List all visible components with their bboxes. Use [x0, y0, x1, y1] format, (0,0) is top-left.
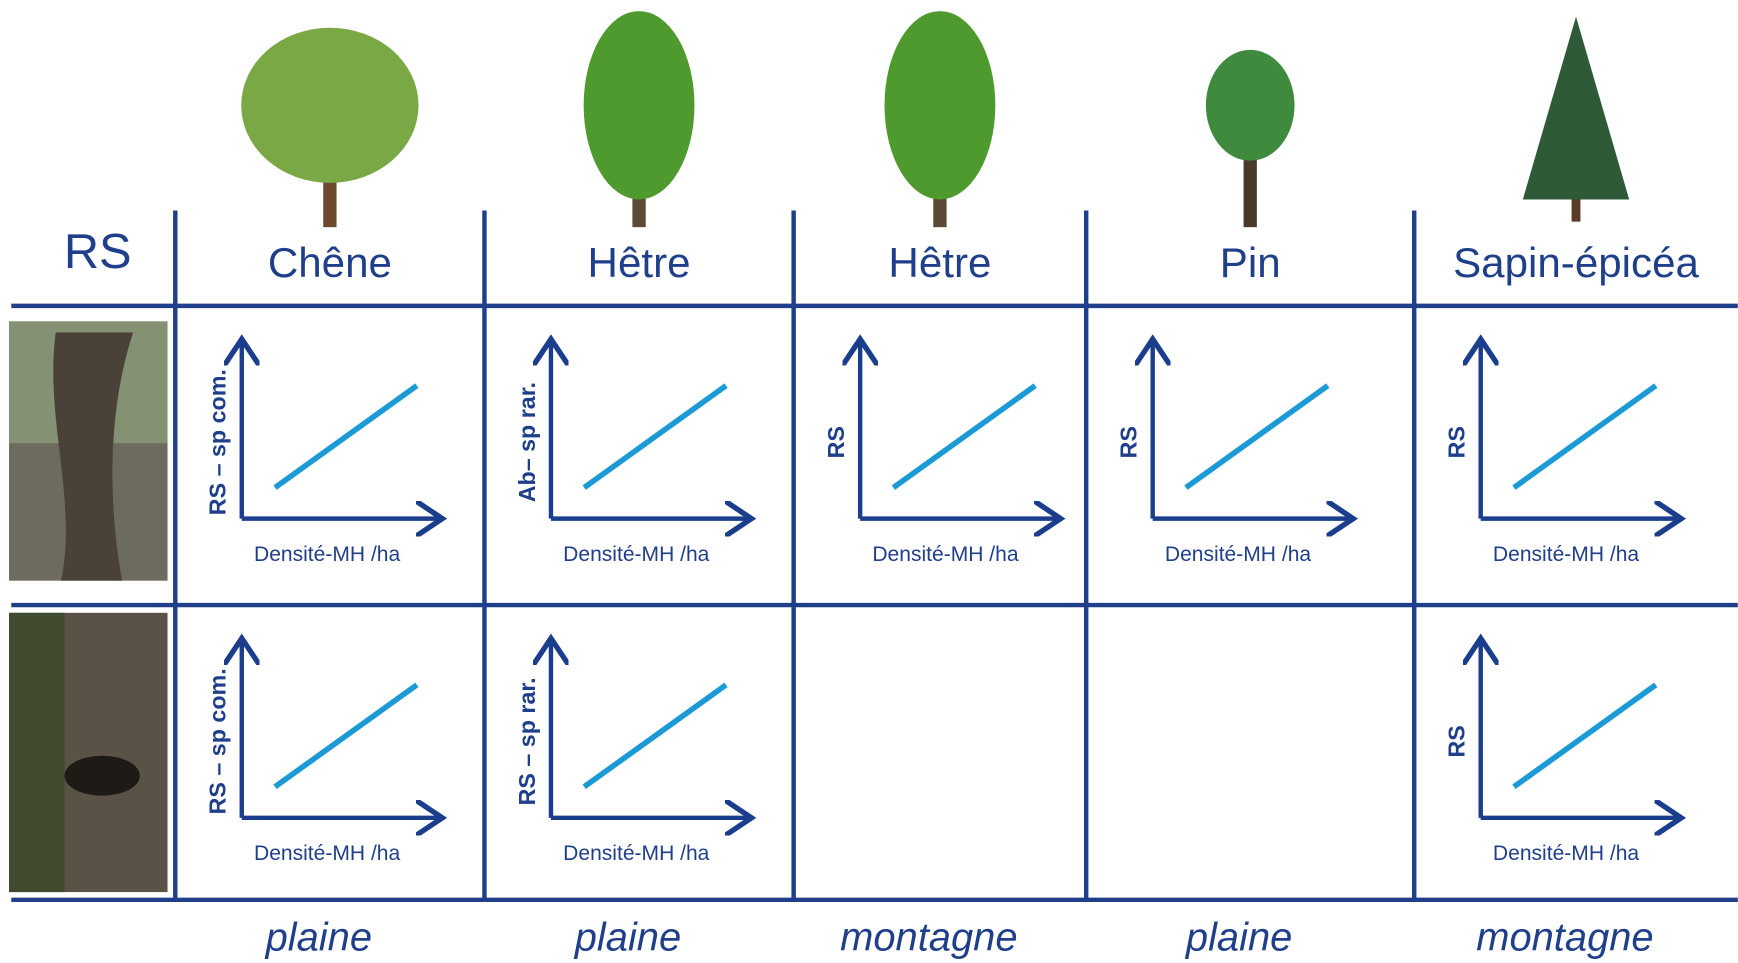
habitat-label: montagne [840, 915, 1017, 959]
y-axis-label: RS [1444, 426, 1470, 458]
column-header: Sapin-épicéa [1453, 239, 1699, 286]
canopy [1205, 49, 1295, 161]
trend-line [1512, 383, 1658, 490]
y-axis-label: RS [1116, 426, 1142, 458]
x-axis-label: Densité-MH /ha [254, 842, 401, 865]
photos [9, 321, 168, 893]
corner-label: RS [64, 225, 132, 279]
y-axis-label: Ab– sp rar. [514, 382, 540, 502]
canopy [1522, 16, 1630, 200]
column-header: Hêtre [888, 239, 991, 286]
x-axis-label: Densité-MH /ha [563, 842, 710, 865]
trend-line [273, 682, 419, 790]
x-axis-label: Densité-MH /ha [1493, 842, 1640, 865]
canopy [241, 27, 419, 183]
y-axis-label: RS [1444, 725, 1470, 757]
trunk [1571, 188, 1581, 222]
habitat-label: montagne [1476, 915, 1653, 959]
trend-line [1184, 383, 1330, 490]
trend-line [582, 383, 728, 490]
x-axis-label: Densité-MH /ha [1493, 543, 1640, 566]
canopy [583, 11, 695, 200]
y-axis-label: RS – sp rar. [514, 677, 540, 805]
column-header: Pin [1220, 239, 1281, 286]
trend-line [582, 682, 728, 790]
x-axis-label: Densité-MH /ha [563, 543, 710, 566]
column-header: Hêtre [588, 239, 691, 286]
habitat-label: plaine [574, 915, 681, 959]
x-axis-label: Densité-MH /ha [1165, 543, 1312, 566]
y-axis-label: RS – sp com. [205, 668, 231, 814]
habitat-label: plaine [1185, 915, 1292, 959]
canopy [884, 11, 996, 200]
column-header: Chêne [268, 239, 392, 286]
trend-line [891, 383, 1037, 490]
habitat-label: plaine [265, 915, 372, 959]
table-grid [11, 210, 1738, 903]
x-axis-label: Densité-MH /ha [872, 543, 1019, 566]
tree-illustrations [241, 11, 1630, 228]
y-axis-label: RS – sp com. [205, 369, 231, 515]
trend-line [1512, 682, 1658, 790]
y-axis-label: RS [823, 426, 849, 458]
trend-line [273, 383, 419, 490]
x-axis-label: Densité-MH /ha [254, 543, 401, 566]
